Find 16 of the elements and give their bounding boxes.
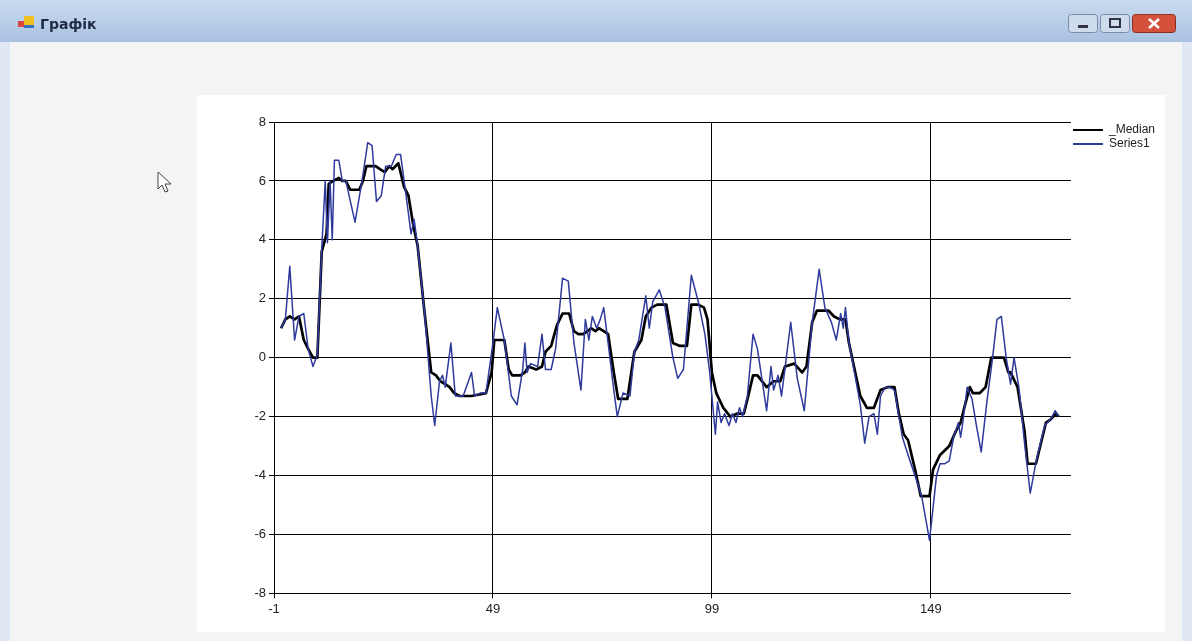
y-tick-label: 0	[258, 349, 266, 365]
legend-label: Series1	[1108, 136, 1150, 151]
x-tick-label: 149	[919, 600, 942, 616]
y-tick-label: 8	[258, 113, 266, 129]
y-tick-label: -4	[254, 467, 266, 483]
x-tick-label: -1	[268, 600, 280, 616]
x-tick-label: 49	[485, 600, 501, 616]
y-tick-label: -6	[254, 526, 266, 542]
y-tick-label: -2	[254, 408, 266, 424]
legend-label: _Median	[1107, 122, 1155, 137]
y-tick-label: -8	[254, 584, 266, 600]
y-tick-label: 2	[258, 290, 266, 306]
y-tick-label: 4	[258, 231, 266, 247]
x-tick-label: 99	[704, 600, 720, 616]
text: Графік	[40, 16, 97, 32]
y-tick-label: 6	[258, 172, 266, 188]
